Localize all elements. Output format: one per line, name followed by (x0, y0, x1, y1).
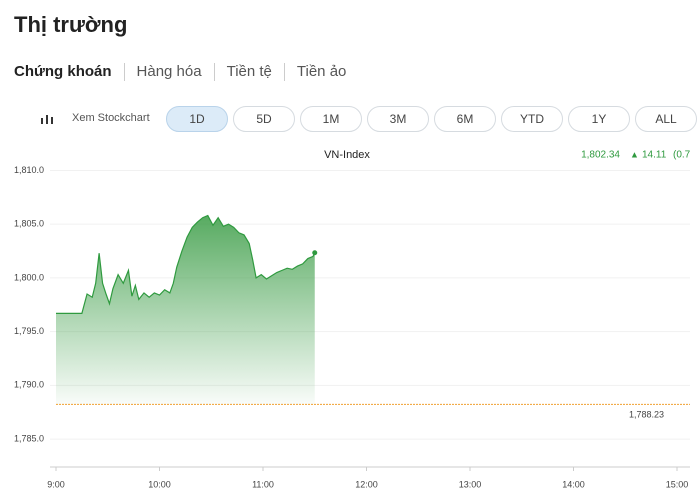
tab[interactable]: Chứng khoán (14, 63, 125, 81)
tabs: Chứng khoán Hàng hóa Tiền tệ Tiền ảo (14, 63, 370, 81)
y-tick-label: 1,800.0 (14, 272, 44, 282)
range-button[interactable]: YTD (501, 106, 563, 132)
chart-icon (41, 115, 53, 124)
range-button[interactable]: 6M (434, 106, 496, 132)
up-arrow: ▲ (630, 149, 639, 159)
tab[interactable]: Tiền ảo (296, 63, 347, 80)
tab[interactable]: Tiền tệ (227, 63, 285, 81)
y-tick-label: 1,795.0 (14, 326, 44, 336)
range-buttons: 1D 5D 1M 3M 6M YTD 1Y ALL (166, 106, 697, 132)
y-tick-label: 1,810.0 (14, 165, 44, 175)
y-tick-label: 1,805.0 (14, 219, 44, 229)
reference-label: 1,788.23 (629, 410, 664, 420)
range-button[interactable]: 3M (367, 106, 429, 132)
change: 14.11 (642, 150, 667, 161)
range-button[interactable]: 1D (166, 106, 228, 132)
x-tick-label: 13:00 (459, 479, 482, 489)
chart-title: VN-Index (324, 149, 370, 161)
x-tick-label: 11:00 (252, 479, 274, 489)
area (56, 215, 315, 405)
change-pct: (0.7 (673, 150, 691, 161)
last-point (312, 250, 318, 256)
y-tick-label: 1,785.0 (14, 433, 44, 443)
x-tick-label: 15:00 (666, 479, 689, 489)
y-tick-label: 1,790.0 (14, 380, 44, 390)
x-tick-label: 10:00 (148, 479, 171, 489)
x-tick-label: 14:00 (562, 479, 585, 489)
tab[interactable]: Hàng hóa (137, 63, 215, 81)
stockchart-link[interactable]: Xem Stockchart (72, 112, 150, 124)
last-price: 1,802.34 (581, 150, 620, 161)
range-button[interactable]: 1M (300, 106, 362, 132)
x-tick-label: 9:00 (47, 479, 65, 489)
range-button[interactable]: 5D (233, 106, 295, 132)
x-tick-label: 12:00 (355, 479, 378, 489)
range-button[interactable]: ALL (635, 106, 697, 132)
page-title: Thị trường (14, 12, 128, 37)
chart: VN-Index 1,802.34 ▲ 14.11 (0.7 1,785.0 1,… (14, 149, 691, 489)
line (56, 214, 316, 314)
range-button[interactable]: 1Y (568, 106, 630, 132)
